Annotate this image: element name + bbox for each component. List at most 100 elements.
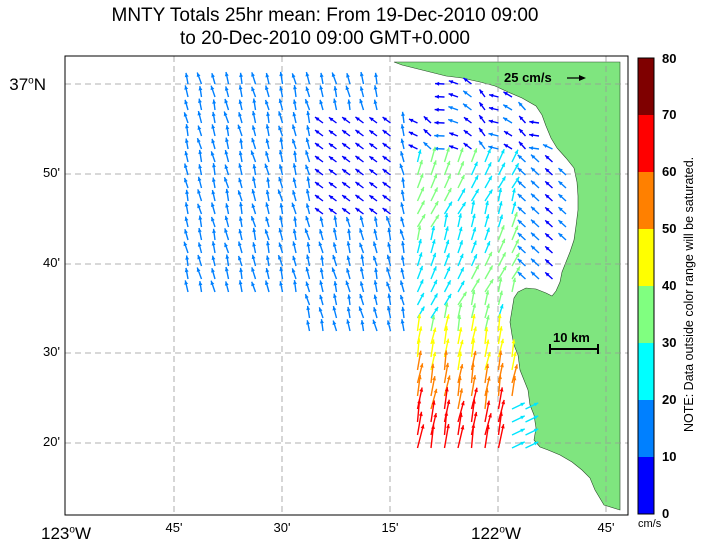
current-vector-head bbox=[305, 164, 309, 170]
current-vector-head bbox=[369, 182, 374, 187]
current-vector-head bbox=[400, 202, 405, 207]
current-vector-head bbox=[446, 423, 450, 429]
current-vector-head bbox=[458, 302, 463, 308]
current-vector-head bbox=[360, 254, 365, 259]
current-vector-head bbox=[500, 338, 505, 344]
current-vector-head bbox=[444, 302, 449, 307]
current-vector-head bbox=[517, 193, 523, 199]
current-vector-head bbox=[265, 267, 270, 273]
current-vector-head bbox=[471, 338, 476, 343]
lon-label-45: 45' bbox=[165, 520, 183, 535]
current-vector-head bbox=[511, 339, 516, 344]
current-vector-head bbox=[238, 163, 243, 168]
current-vector-head bbox=[331, 72, 336, 77]
current-vector-head bbox=[197, 254, 202, 260]
current-vector-head bbox=[431, 339, 436, 344]
current-vector-head bbox=[458, 213, 462, 218]
current-vector-head bbox=[488, 119, 494, 124]
current-vector-head bbox=[184, 177, 188, 183]
current-vector-head bbox=[252, 227, 257, 233]
current-vector-head bbox=[306, 320, 311, 325]
current-vector-head bbox=[445, 362, 450, 368]
current-vector-head bbox=[319, 85, 324, 90]
current-vector bbox=[443, 423, 450, 449]
current-vector-head bbox=[185, 255, 190, 260]
current-vector-head bbox=[359, 266, 364, 272]
current-vector-head bbox=[225, 254, 230, 259]
current-vector-head bbox=[515, 239, 519, 244]
current-vector-head bbox=[185, 124, 189, 129]
current-vector-head bbox=[474, 387, 478, 393]
current-vector-head bbox=[265, 216, 270, 222]
current-vector-head bbox=[432, 146, 437, 152]
current-vector-head bbox=[328, 156, 334, 161]
current-vector-head bbox=[369, 117, 374, 122]
current-vector-head bbox=[210, 202, 215, 207]
current-vector-head bbox=[433, 173, 438, 179]
current-vector-head bbox=[459, 253, 464, 259]
current-vector-head bbox=[400, 138, 405, 144]
colorbar-tick-label: 80 bbox=[662, 51, 677, 66]
colorbar-segment bbox=[638, 115, 654, 172]
current-vector-head bbox=[198, 86, 203, 91]
current-vector-head bbox=[488, 106, 494, 111]
current-vector-head bbox=[382, 208, 388, 213]
current-vector-head bbox=[369, 143, 374, 148]
current-vector-head bbox=[382, 169, 388, 174]
current-vector-head bbox=[457, 375, 462, 381]
current-vector-head bbox=[488, 251, 492, 257]
current-vector-head bbox=[419, 279, 424, 284]
current-vector-head bbox=[478, 140, 483, 146]
current-vector-head bbox=[420, 292, 424, 298]
current-vector-head bbox=[183, 241, 188, 247]
current-vector-head bbox=[485, 363, 490, 369]
current-vector-head bbox=[306, 254, 310, 259]
current-vector-head bbox=[460, 400, 465, 406]
current-vector-head bbox=[499, 304, 504, 309]
current-vector-head bbox=[305, 99, 309, 104]
current-vector-head bbox=[518, 102, 523, 107]
current-vector-head bbox=[373, 216, 378, 221]
current-vector-head bbox=[238, 228, 243, 234]
current-vector-head bbox=[530, 258, 536, 263]
current-vector-head bbox=[224, 242, 228, 248]
current-vector-head bbox=[319, 72, 324, 78]
current-vector-head bbox=[293, 85, 297, 90]
current-vector-head bbox=[400, 267, 405, 273]
current-vector-head bbox=[417, 149, 422, 154]
current-vector-head bbox=[500, 424, 505, 429]
current-vector-head bbox=[446, 160, 451, 166]
current-vector-head bbox=[485, 303, 490, 309]
current-vector-head bbox=[472, 375, 477, 380]
current-vector-head bbox=[382, 143, 388, 148]
current-vector-head bbox=[292, 138, 296, 144]
current-vector-head bbox=[342, 182, 347, 187]
current-vector-head bbox=[320, 255, 325, 260]
current-vector-head bbox=[472, 240, 477, 246]
current-vector-head bbox=[224, 86, 229, 91]
current-vector-head bbox=[499, 290, 503, 296]
current-vector-head bbox=[418, 326, 423, 331]
current-vector-head bbox=[264, 163, 269, 169]
current-vector-head bbox=[444, 387, 449, 392]
current-vector-head bbox=[446, 375, 451, 380]
current-vector-head bbox=[355, 207, 360, 212]
current-vector-head bbox=[399, 280, 404, 285]
current-vector-head bbox=[479, 127, 484, 133]
current-vector-head bbox=[328, 130, 334, 135]
current-vector-head bbox=[238, 150, 243, 156]
current-vector-head bbox=[485, 214, 490, 219]
current-vector-head bbox=[420, 306, 425, 312]
current-vector-head bbox=[252, 176, 256, 181]
current-vector-head bbox=[460, 267, 464, 272]
current-vector-head bbox=[197, 111, 202, 116]
current-vector-head bbox=[315, 143, 320, 148]
current-vector-head bbox=[305, 281, 310, 286]
current-vector-head bbox=[306, 176, 311, 181]
current-vector-head bbox=[359, 98, 364, 104]
current-vector-head bbox=[399, 163, 404, 169]
current-vector-head bbox=[320, 319, 324, 324]
current-vector-head bbox=[358, 306, 363, 311]
current-vector-head bbox=[419, 265, 423, 271]
current-vector-head bbox=[416, 338, 421, 343]
